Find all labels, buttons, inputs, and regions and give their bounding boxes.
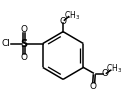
Text: Cl: Cl: [1, 39, 10, 48]
Text: CH$_3$: CH$_3$: [106, 63, 122, 75]
Text: O: O: [60, 17, 67, 26]
Text: S: S: [20, 39, 27, 49]
Text: O: O: [20, 53, 27, 62]
Text: O: O: [20, 25, 27, 34]
Text: O: O: [90, 82, 97, 91]
Text: CH$_3$: CH$_3$: [64, 9, 80, 22]
Text: O: O: [102, 69, 109, 78]
